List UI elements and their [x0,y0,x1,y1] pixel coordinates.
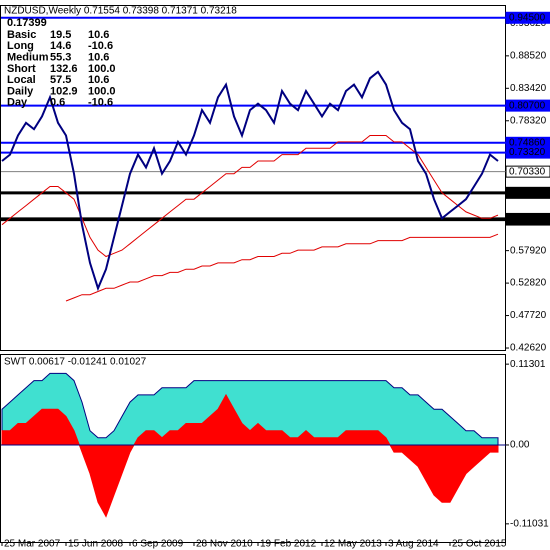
y-tick-label: -0.11031 [510,518,549,529]
info-label: Long [7,40,34,52]
y-tick-label: 0.88520 [510,50,547,61]
info-label: Daily [7,85,34,97]
info-value: 0.17399 [7,17,47,29]
info-label: Basic [7,29,36,41]
chart-title: NZDUSD,Weekly 0.71554 0.73398 0.71371 0.… [4,6,237,17]
level-label: 0.94500 [509,12,546,23]
price-line [1,70,499,292]
info-number: 10.6 [88,52,109,64]
level-box [505,165,550,178]
indicator-title: SWT 0.00617 -0.01241 0.01027 [4,357,147,368]
y-tick-label: 0.52820 [510,278,547,289]
indicator-area [1,393,499,518]
info-number: 10.6 [88,29,109,41]
info-number: 10.6 [88,74,109,86]
y-tick-label: 0.57920 [510,245,547,256]
x-tick-label: 15 Jun 2008 [68,539,123,550]
info-label: Day [7,97,28,109]
level-label: 0.70330 [509,166,546,177]
level-box [505,213,550,226]
x-tick-label: 12 May 2013 [324,539,382,550]
y-tick-label: 0.00 [510,440,530,451]
y-tick-label: 0.47720 [510,310,547,321]
level-box [505,146,550,159]
main-panel [0,5,506,351]
info-number: -10.6 [88,97,113,109]
y-tick-label: 0.83420 [510,83,547,94]
level-label: 0.80700 [509,100,546,111]
x-tick-label: 28 Nov 2010 [196,539,253,550]
info-number: 0.6 [50,97,65,109]
x-tick-label: 3 Aug 2014 [388,539,439,550]
level-label: 0.62800 [509,214,546,225]
info-number: 100.0 [88,63,116,75]
info-number: -10.6 [88,40,113,52]
level-box [505,186,550,199]
x-tick-label: 25 Oct 2015 [452,539,507,550]
level-label: 0.74860 [509,137,546,148]
info-label: Medium [7,52,49,64]
info-number: 55.3 [50,52,71,64]
level-label: 0.67000 [509,187,546,198]
info-label: Short [7,63,36,75]
info-number: 102.9 [50,85,78,97]
info-number: 14.6 [50,40,71,52]
level-box [505,99,550,112]
x-tick-label: 6 Sep 2009 [132,539,184,550]
info-number: 57.5 [50,74,71,86]
y-tick-label: 0.78320 [510,115,547,126]
info-label: Local [7,74,36,86]
indicator-area [1,372,499,446]
x-tick-label: 19 Feb 2012 [260,539,317,550]
info-number: 19.5 [50,29,71,41]
y-tick-label: 0.11301 [510,359,546,370]
level-box [505,11,550,24]
price-line [65,233,499,302]
info-number: 100.0 [88,85,116,97]
x-tick-label: 25 Mar 2007 [4,539,61,550]
level-label: 0.73320 [509,147,546,158]
info-number: 132.6 [50,63,78,75]
y-tick-label: 0.42620 [510,343,547,354]
